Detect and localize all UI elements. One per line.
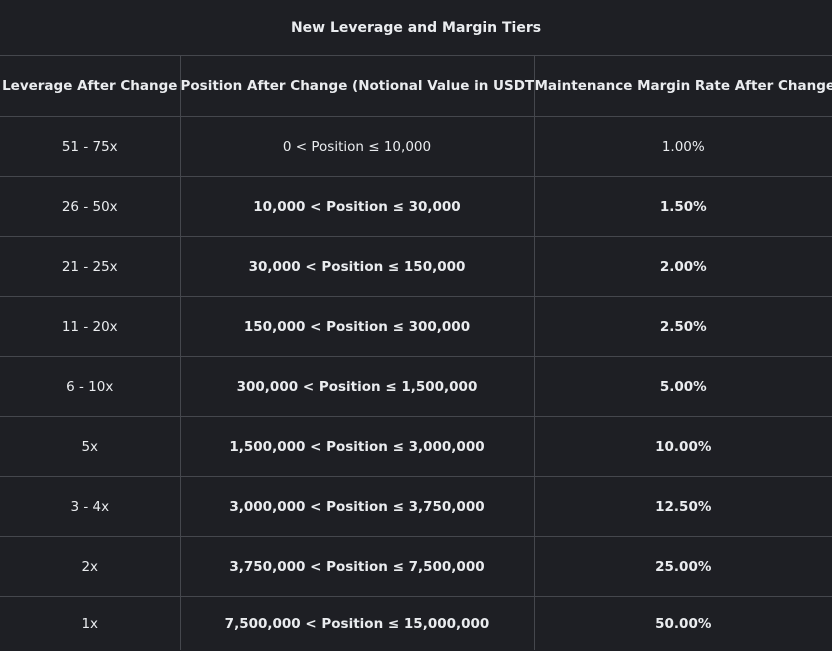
table-title: New Leverage and Margin Tiers — [0, 0, 832, 56]
mmr-cell: 50.00% — [533, 596, 832, 650]
position-cell: 1,500,000 < Position ≤ 3,000,000 — [179, 416, 535, 477]
table-row: 6 - 10x 300,000 < Position ≤ 1,500,000 5… — [0, 356, 832, 417]
leverage-cell: 21 - 25x — [0, 236, 181, 297]
table-row: 5x 1,500,000 < Position ≤ 3,000,000 10.0… — [0, 416, 832, 477]
header-position: Position After Change (Notional Value in… — [179, 55, 535, 117]
table-row: 2x 3,750,000 < Position ≤ 7,500,000 25.0… — [0, 536, 832, 597]
leverage-cell: 1x — [0, 596, 181, 650]
mmr-cell: 1.00% — [533, 116, 832, 177]
table-row: 3 - 4x 3,000,000 < Position ≤ 3,750,000 … — [0, 476, 832, 537]
table-header-row: Leverage After Change Position After Cha… — [0, 55, 832, 117]
header-leverage: Leverage After Change — [0, 55, 181, 117]
mmr-cell: 1.50% — [533, 176, 832, 237]
position-cell: 7,500,000 < Position ≤ 15,000,000 — [179, 596, 535, 650]
position-cell: 0 < Position ≤ 10,000 — [179, 116, 535, 177]
mmr-cell: 2.00% — [533, 236, 832, 297]
leverage-cell: 2x — [0, 536, 181, 597]
mmr-cell: 2.50% — [533, 296, 832, 357]
mmr-cell: 10.00% — [533, 416, 832, 477]
leverage-cell: 51 - 75x — [0, 116, 181, 177]
leverage-cell: 26 - 50x — [0, 176, 181, 237]
position-cell: 3,000,000 < Position ≤ 3,750,000 — [179, 476, 535, 537]
table-row: 21 - 25x 30,000 < Position ≤ 150,000 2.0… — [0, 236, 832, 297]
position-cell: 10,000 < Position ≤ 30,000 — [179, 176, 535, 237]
table-title-row: New Leverage and Margin Tiers — [0, 0, 832, 56]
mmr-cell: 5.00% — [533, 356, 832, 417]
table-row: 51 - 75x 0 < Position ≤ 10,000 1.00% — [0, 116, 832, 177]
header-maintenance-margin-rate: Maintenance Margin Rate After Change — [533, 55, 832, 117]
leverage-cell: 5x — [0, 416, 181, 477]
table-row: 1x 7,500,000 < Position ≤ 15,000,000 50.… — [0, 596, 832, 650]
position-cell: 300,000 < Position ≤ 1,500,000 — [179, 356, 535, 417]
position-cell: 150,000 < Position ≤ 300,000 — [179, 296, 535, 357]
leverage-cell: 3 - 4x — [0, 476, 181, 537]
leverage-cell: 11 - 20x — [0, 296, 181, 357]
table-row: 26 - 50x 10,000 < Position ≤ 30,000 1.50… — [0, 176, 832, 237]
position-cell: 3,750,000 < Position ≤ 7,500,000 — [179, 536, 535, 597]
mmr-cell: 25.00% — [533, 536, 832, 597]
leverage-cell: 6 - 10x — [0, 356, 181, 417]
position-cell: 30,000 < Position ≤ 150,000 — [179, 236, 535, 297]
mmr-cell: 12.50% — [533, 476, 832, 537]
table-row: 11 - 20x 150,000 < Position ≤ 300,000 2.… — [0, 296, 832, 357]
